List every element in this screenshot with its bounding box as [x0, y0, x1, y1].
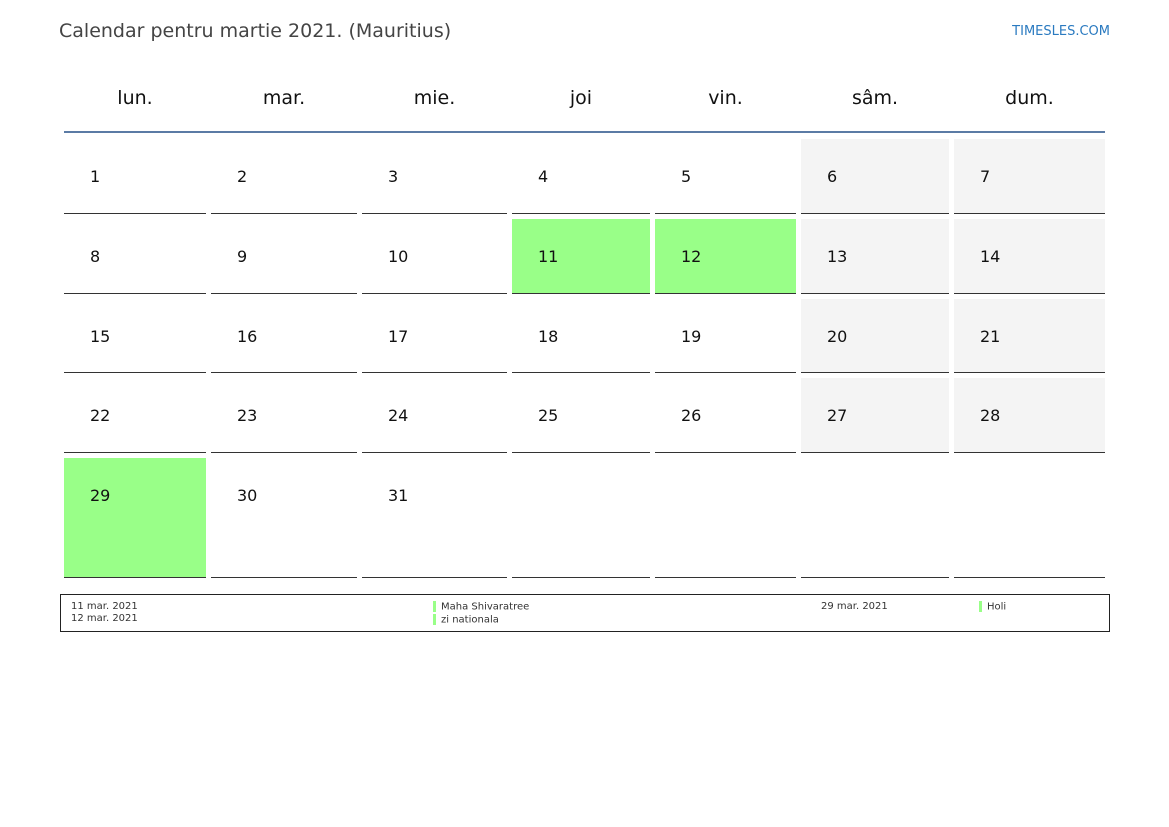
day-cell: [954, 458, 1105, 578]
day-cell: 11: [512, 219, 650, 294]
day-cell: 23: [211, 378, 357, 453]
legend-name: Maha Shivaratree: [441, 601, 530, 613]
day-number: 21: [980, 327, 1001, 346]
weekday-header: mie.: [413, 87, 456, 109]
day-number: 30: [237, 486, 258, 505]
day-number: 10: [388, 247, 409, 266]
holiday-marker: [979, 601, 982, 612]
day-number: 27: [827, 406, 848, 425]
day-cell: [512, 458, 650, 578]
legend-date: 12 mar. 2021: [71, 613, 138, 624]
day-cell: 2: [211, 139, 357, 214]
day-cell: 20: [801, 299, 949, 373]
day-number: 14: [980, 247, 1001, 266]
day-number: 28: [980, 406, 1001, 425]
day-number: 31: [388, 486, 409, 505]
day-cell: 13: [801, 219, 949, 294]
day-cell: [801, 458, 949, 578]
legend-name: Holi: [987, 601, 1007, 613]
holiday-marker: [433, 613, 436, 625]
day-cell: 14: [954, 219, 1105, 294]
day-cell: 7: [954, 139, 1105, 214]
day-number: 20: [827, 327, 848, 346]
day-cell: 10: [362, 219, 507, 294]
day-cell: 28: [954, 378, 1105, 453]
day-number: 12: [681, 247, 702, 266]
brand-link[interactable]: TIMESLES.COM: [1012, 24, 1110, 39]
day-cell: [655, 458, 796, 578]
page-title: Calendar pentru martie 2021. (Mauritius): [59, 20, 452, 42]
day-cell: 3: [362, 139, 507, 214]
legend-dates: 11 mar. 2021 12 mar. 2021: [71, 601, 138, 625]
weekday-header: sâm.: [851, 87, 899, 109]
weekday-header: mar.: [262, 87, 306, 109]
day-cell: 8: [64, 219, 206, 294]
day-number: 17: [388, 327, 409, 346]
day-cell: 27: [801, 378, 949, 453]
day-cell: 24: [362, 378, 507, 453]
day-number: 5: [681, 167, 692, 186]
day-cell: 1: [64, 139, 206, 214]
day-cell: 5: [655, 139, 796, 214]
day-number: 18: [538, 327, 559, 346]
day-cell: 21: [954, 299, 1105, 373]
legend-names: Maha Shivaratree zi nationala: [433, 601, 529, 626]
day-number: 29: [90, 486, 111, 505]
day-number: 25: [538, 406, 559, 425]
day-number: 8: [90, 247, 101, 266]
day-number: 9: [237, 247, 248, 266]
day-number: 19: [681, 327, 702, 346]
day-number: 4: [538, 167, 549, 186]
legend-names: Holi: [979, 601, 1006, 614]
day-number: 11: [538, 247, 559, 266]
day-cell: 15: [64, 299, 206, 373]
header-divider: [64, 131, 1105, 133]
weekday-header: dum.: [1005, 87, 1054, 109]
day-cell: 17: [362, 299, 507, 373]
holiday-marker: [433, 601, 436, 612]
day-cell: 30: [211, 458, 357, 578]
day-cell: 18: [512, 299, 650, 373]
day-cell: 22: [64, 378, 206, 453]
legend-name: zi nationala: [441, 614, 499, 625]
day-cell: 26: [655, 378, 796, 453]
day-number: 22: [90, 406, 111, 425]
day-cell: 25: [512, 378, 650, 453]
day-cell: 19: [655, 299, 796, 373]
day-cell: 31: [362, 458, 507, 578]
day-cell: 16: [211, 299, 357, 373]
day-number: 24: [388, 406, 409, 425]
day-number: 1: [90, 167, 101, 186]
holiday-legend: 11 mar. 2021 12 mar. 2021 Maha Shivaratr…: [60, 594, 1110, 632]
day-number: 15: [90, 327, 111, 346]
legend-date: 29 mar. 2021: [821, 601, 888, 612]
day-number: 6: [827, 167, 838, 186]
day-number: 26: [681, 406, 702, 425]
day-cell: 4: [512, 139, 650, 214]
weekday-header: lun.: [117, 87, 153, 109]
day-number: 23: [237, 406, 258, 425]
day-number: 16: [237, 327, 258, 346]
day-number: 2: [237, 167, 248, 186]
day-number: 13: [827, 247, 848, 266]
day-number: 3: [388, 167, 399, 186]
day-number: 7: [980, 167, 991, 186]
legend-date: 11 mar. 2021: [71, 601, 138, 612]
weekday-header: joi: [569, 87, 593, 109]
day-cell: 29: [64, 458, 206, 578]
weekday-header: vin.: [708, 87, 743, 109]
day-cell: 9: [211, 219, 357, 294]
day-cell: 12: [655, 219, 796, 294]
day-cell: 6: [801, 139, 949, 214]
